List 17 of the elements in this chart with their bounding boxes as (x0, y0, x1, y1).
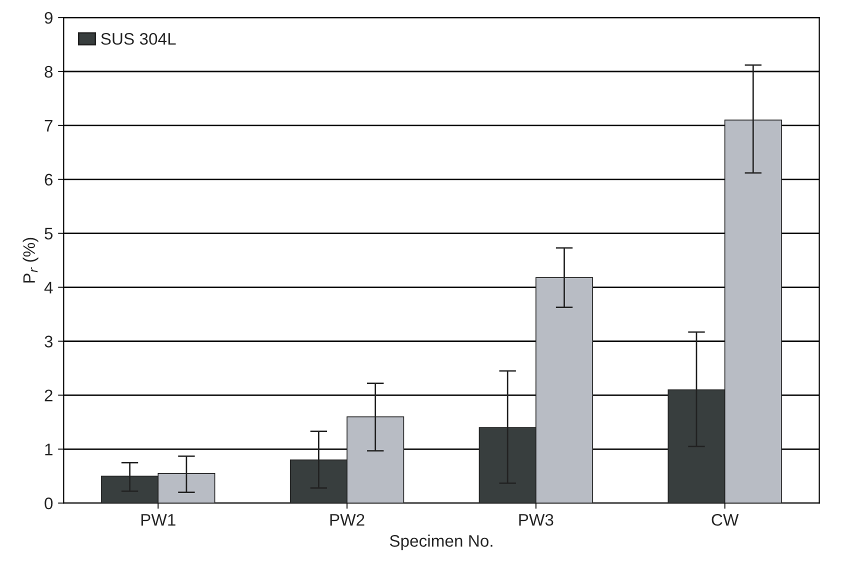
x-tick-label: PW1 (141, 514, 176, 526)
x-tick-label: CW (712, 514, 739, 526)
y-tick-label: 2 (44, 390, 52, 402)
x-tick-label: PW3 (519, 514, 554, 526)
y-axis-title: P$_{r}$ (%) (22, 238, 38, 283)
y-tick-label: 3 (44, 336, 53, 348)
y-tick-label: 9 (44, 12, 52, 24)
y-tick-label: 7 (44, 120, 52, 132)
y-tick-label: 0 (44, 498, 53, 510)
y-tick-label: 6 (44, 174, 53, 186)
y-tick-label: 1 (45, 444, 52, 456)
x-axis-title: Specimen No. (390, 534, 492, 550)
y-tick-label: 5 (44, 228, 53, 240)
y-tick-label: 4 (44, 282, 53, 294)
x-tick-label: PW2 (330, 514, 364, 526)
legend-label: SUS 304L (101, 32, 176, 45)
y-tick-label: 8 (44, 66, 53, 78)
